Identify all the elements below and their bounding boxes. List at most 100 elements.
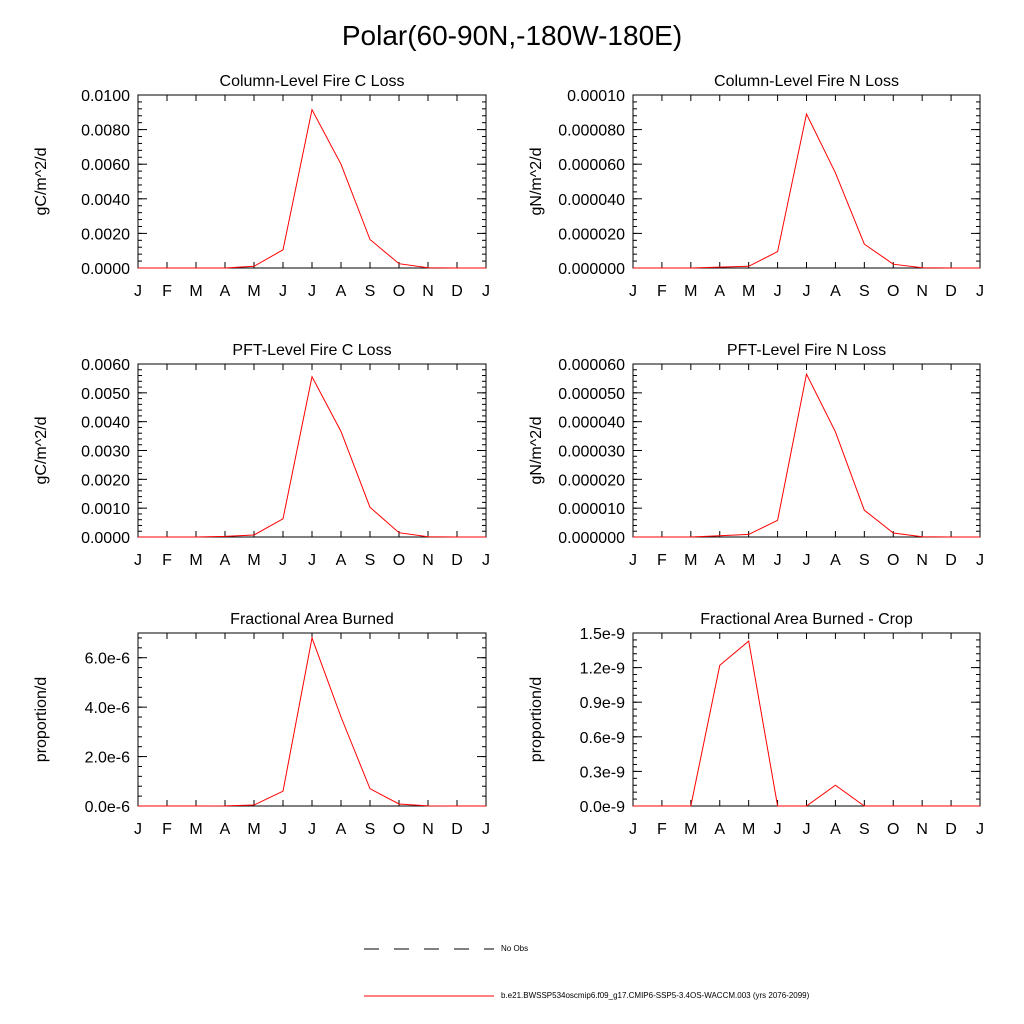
x-tick-label: O (887, 283, 899, 300)
x-tick-label: S (859, 552, 870, 569)
y-tick-label: 0.0020 (81, 226, 130, 243)
x-tick-label: M (684, 552, 697, 569)
x-tick-label: J (629, 552, 637, 569)
y-tick-label: 0.000020 (558, 472, 625, 489)
y-tick-label: 0.000020 (558, 226, 625, 243)
x-tick-label: J (482, 821, 490, 838)
x-tick-label: O (393, 283, 405, 300)
x-tick-label: A (714, 821, 725, 838)
x-tick-label: N (916, 552, 928, 569)
y-tick-label: 0.0060 (81, 357, 130, 374)
series-line (138, 108, 486, 269)
x-tick-label: O (887, 552, 899, 569)
x-tick-label: M (742, 821, 755, 838)
x-tick-label: M (247, 283, 260, 300)
y-tick-label: 0.0060 (81, 157, 130, 174)
y-tick-label: 0.0100 (81, 88, 130, 105)
series-line (633, 640, 980, 807)
chart-title: PFT-Level Fire C Loss (232, 342, 391, 359)
x-tick-label: J (279, 283, 287, 300)
y-tick-label: 0.0000 (81, 261, 130, 278)
x-tick-label: N (916, 283, 928, 300)
x-tick-label: J (482, 552, 490, 569)
x-tick-label: S (365, 552, 376, 569)
plot-frame (632, 363, 981, 538)
series-line (138, 636, 486, 807)
y-tick-label: 0.000080 (558, 123, 625, 140)
x-tick-label: A (336, 552, 347, 569)
chart-title: Fractional Area Burned (230, 611, 394, 628)
x-tick-label: M (247, 552, 260, 569)
x-tick-label: J (774, 552, 782, 569)
x-tick-label: M (742, 552, 755, 569)
x-tick-label: S (365, 821, 376, 838)
x-tick-label: M (684, 283, 697, 300)
x-tick-label: J (308, 283, 316, 300)
x-tick-label: J (976, 821, 984, 838)
x-tick-label: A (830, 821, 841, 838)
x-tick-label: N (422, 283, 434, 300)
plot-frame (137, 94, 487, 269)
x-tick-label: J (976, 283, 984, 300)
y-tick-label: 0.000040 (558, 415, 625, 432)
x-tick-label: S (365, 283, 376, 300)
x-tick-label: J (308, 821, 316, 838)
x-tick-label: A (714, 552, 725, 569)
series-line (633, 112, 980, 269)
x-tick-label: N (422, 552, 434, 569)
x-tick-label: J (134, 552, 142, 569)
x-tick-label: S (859, 283, 870, 300)
y-tick-label: 0.0080 (81, 123, 130, 140)
y-tick-label: 0.000000 (558, 530, 625, 547)
y-tick-label: 0.0020 (81, 472, 130, 489)
x-tick-label: J (279, 552, 287, 569)
y-tick-label: 0.0e-6 (85, 799, 130, 816)
x-tick-label: F (162, 821, 172, 838)
x-tick-label: A (830, 283, 841, 300)
x-tick-label: J (774, 821, 782, 838)
x-tick-label: J (803, 283, 811, 300)
x-tick-label: J (279, 821, 287, 838)
x-tick-label: A (714, 283, 725, 300)
y-tick-label: 0.9e-9 (580, 695, 625, 712)
y-axis-label: proportion/d (33, 677, 50, 762)
y-tick-label: 1.5e-9 (580, 626, 625, 643)
x-tick-label: J (482, 283, 490, 300)
plot-frame (137, 632, 487, 807)
x-tick-label: D (451, 552, 463, 569)
x-tick-label: M (684, 821, 697, 838)
x-tick-label: A (220, 283, 231, 300)
chart-title: Fractional Area Burned - Crop (700, 611, 913, 628)
x-tick-label: J (629, 821, 637, 838)
y-tick-label: 0.0010 (81, 501, 130, 518)
x-tick-label: M (189, 821, 202, 838)
series-line (138, 375, 486, 538)
y-tick-label: 0.000000 (558, 261, 625, 278)
x-tick-label: D (945, 821, 957, 838)
series-line (633, 372, 980, 538)
x-tick-label: D (945, 552, 957, 569)
chart-panel-6: Fractional Area Burned - Crop proportion/… (528, 611, 984, 838)
x-tick-label: D (451, 283, 463, 300)
x-tick-label: M (189, 283, 202, 300)
chart-title: PFT-Level Fire N Loss (727, 342, 886, 359)
y-tick-label: 0.000040 (558, 192, 625, 209)
y-tick-label: 0.00010 (567, 88, 625, 105)
x-tick-label: O (393, 552, 405, 569)
x-tick-label: A (336, 283, 347, 300)
y-tick-label: 0.0030 (81, 444, 130, 461)
y-tick-label: 6.0e-6 (85, 651, 130, 668)
x-tick-label: J (134, 283, 142, 300)
x-tick-label: J (134, 821, 142, 838)
y-axis-label: proportion/d (528, 677, 545, 762)
x-tick-label: M (742, 283, 755, 300)
x-tick-label: J (803, 821, 811, 838)
y-tick-label: 0.000060 (558, 157, 625, 174)
x-tick-label: N (916, 821, 928, 838)
y-axis-label: gC/m^2/d (33, 148, 50, 216)
